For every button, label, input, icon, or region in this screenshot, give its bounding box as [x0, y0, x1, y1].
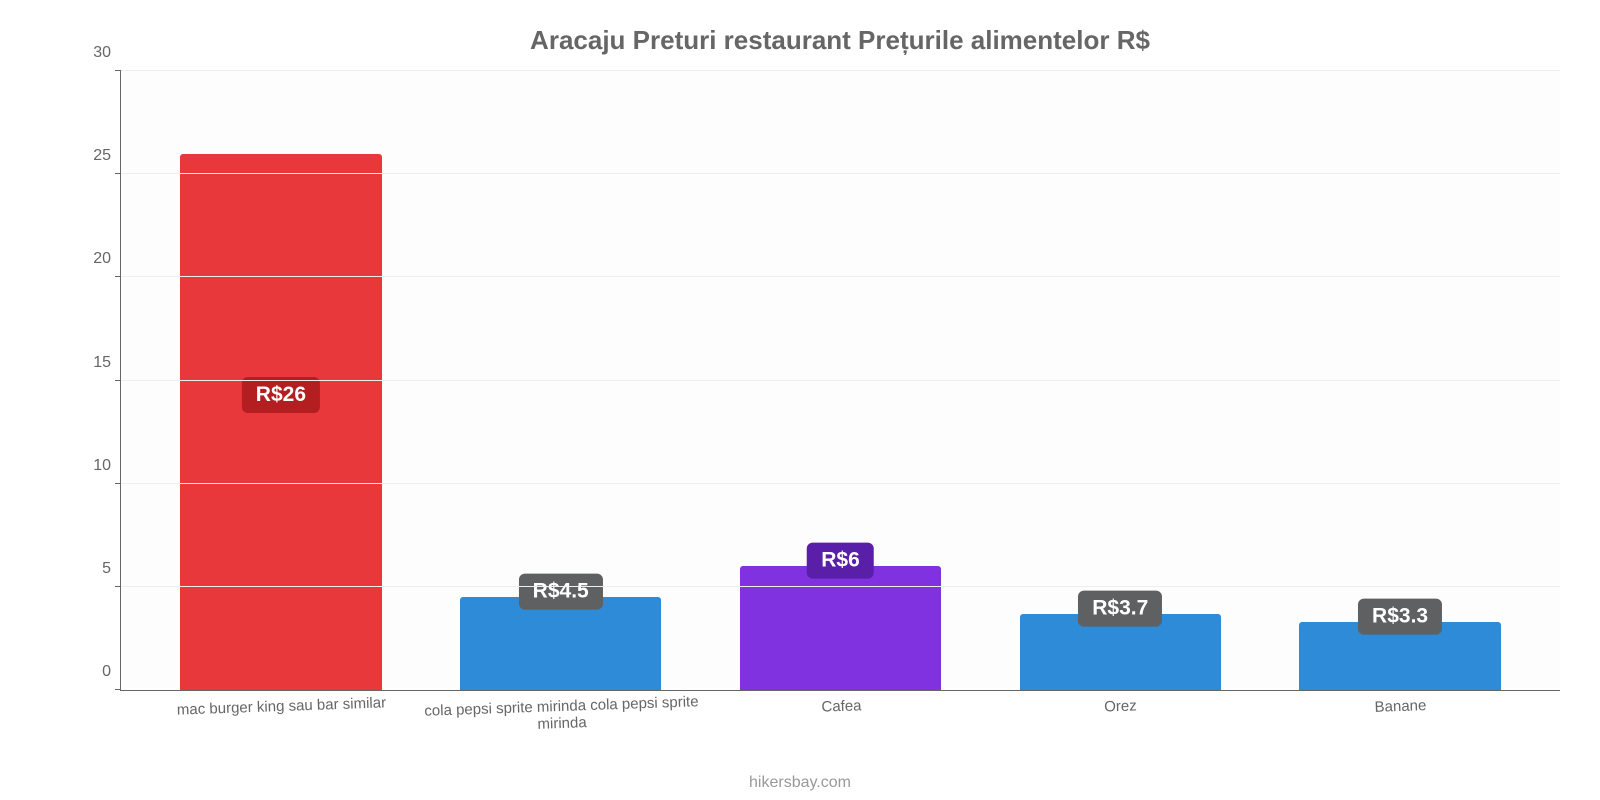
- y-tick: [115, 483, 121, 484]
- y-tick-label: 10: [93, 457, 111, 475]
- x-axis-label: Orez: [980, 685, 1261, 737]
- y-tick-label: 20: [93, 250, 111, 268]
- bar: [180, 154, 381, 690]
- bar-value-badge: R$6: [807, 543, 874, 579]
- y-tick-label: 25: [93, 147, 111, 165]
- y-tick: [115, 70, 121, 71]
- x-axis-label: mac burger king sau bar similar: [141, 685, 422, 737]
- gridline: [121, 173, 1560, 174]
- y-tick: [115, 380, 121, 381]
- chart-title: Aracaju Preturi restaurant Prețurile ali…: [120, 25, 1560, 56]
- x-labels-row: mac burger king sau bar similarcola peps…: [121, 690, 1560, 732]
- x-axis-label: cola pepsi sprite mirinda cola pepsi spr…: [421, 685, 702, 737]
- bar-value-badge: R$3.7: [1078, 590, 1162, 626]
- y-tick-label: 0: [102, 663, 111, 681]
- chart-container: Aracaju Preturi restaurant Prețurile ali…: [0, 0, 1600, 800]
- gridline: [121, 380, 1560, 381]
- y-tick: [115, 173, 121, 174]
- bar-value-badge: R$3.3: [1358, 599, 1442, 635]
- bar-slot: R$3.3: [1260, 71, 1540, 690]
- bar: [460, 597, 661, 690]
- y-tick: [115, 689, 121, 690]
- y-tick: [115, 586, 121, 587]
- plot-area: R$26R$4.5R$6R$3.7R$3.3 mac burger king s…: [120, 71, 1560, 691]
- gridline: [121, 276, 1560, 277]
- bars-row: R$26 R$4.5 R$6 R$3.7 R$3.3: [121, 71, 1560, 690]
- y-tick-label: 5: [102, 560, 111, 578]
- source-label: hikersbay.com: [749, 774, 851, 792]
- bar-slot: R$3.7: [980, 71, 1260, 690]
- x-axis-label: Banane: [1260, 685, 1541, 737]
- gridline: [121, 586, 1560, 587]
- gridline: [121, 483, 1560, 484]
- bar-value-badge: R$26: [242, 377, 320, 413]
- bar-slot: R$6: [701, 71, 981, 690]
- gridline: [121, 70, 1560, 71]
- bar: [740, 566, 941, 690]
- y-tick-label: 30: [93, 44, 111, 62]
- x-axis-label: Cafea: [701, 685, 982, 737]
- y-tick-label: 15: [93, 354, 111, 372]
- bar-slot: R$26: [141, 71, 421, 690]
- bar-slot: R$4.5: [421, 71, 701, 690]
- bar-value-badge: R$4.5: [519, 574, 603, 610]
- y-tick: [115, 276, 121, 277]
